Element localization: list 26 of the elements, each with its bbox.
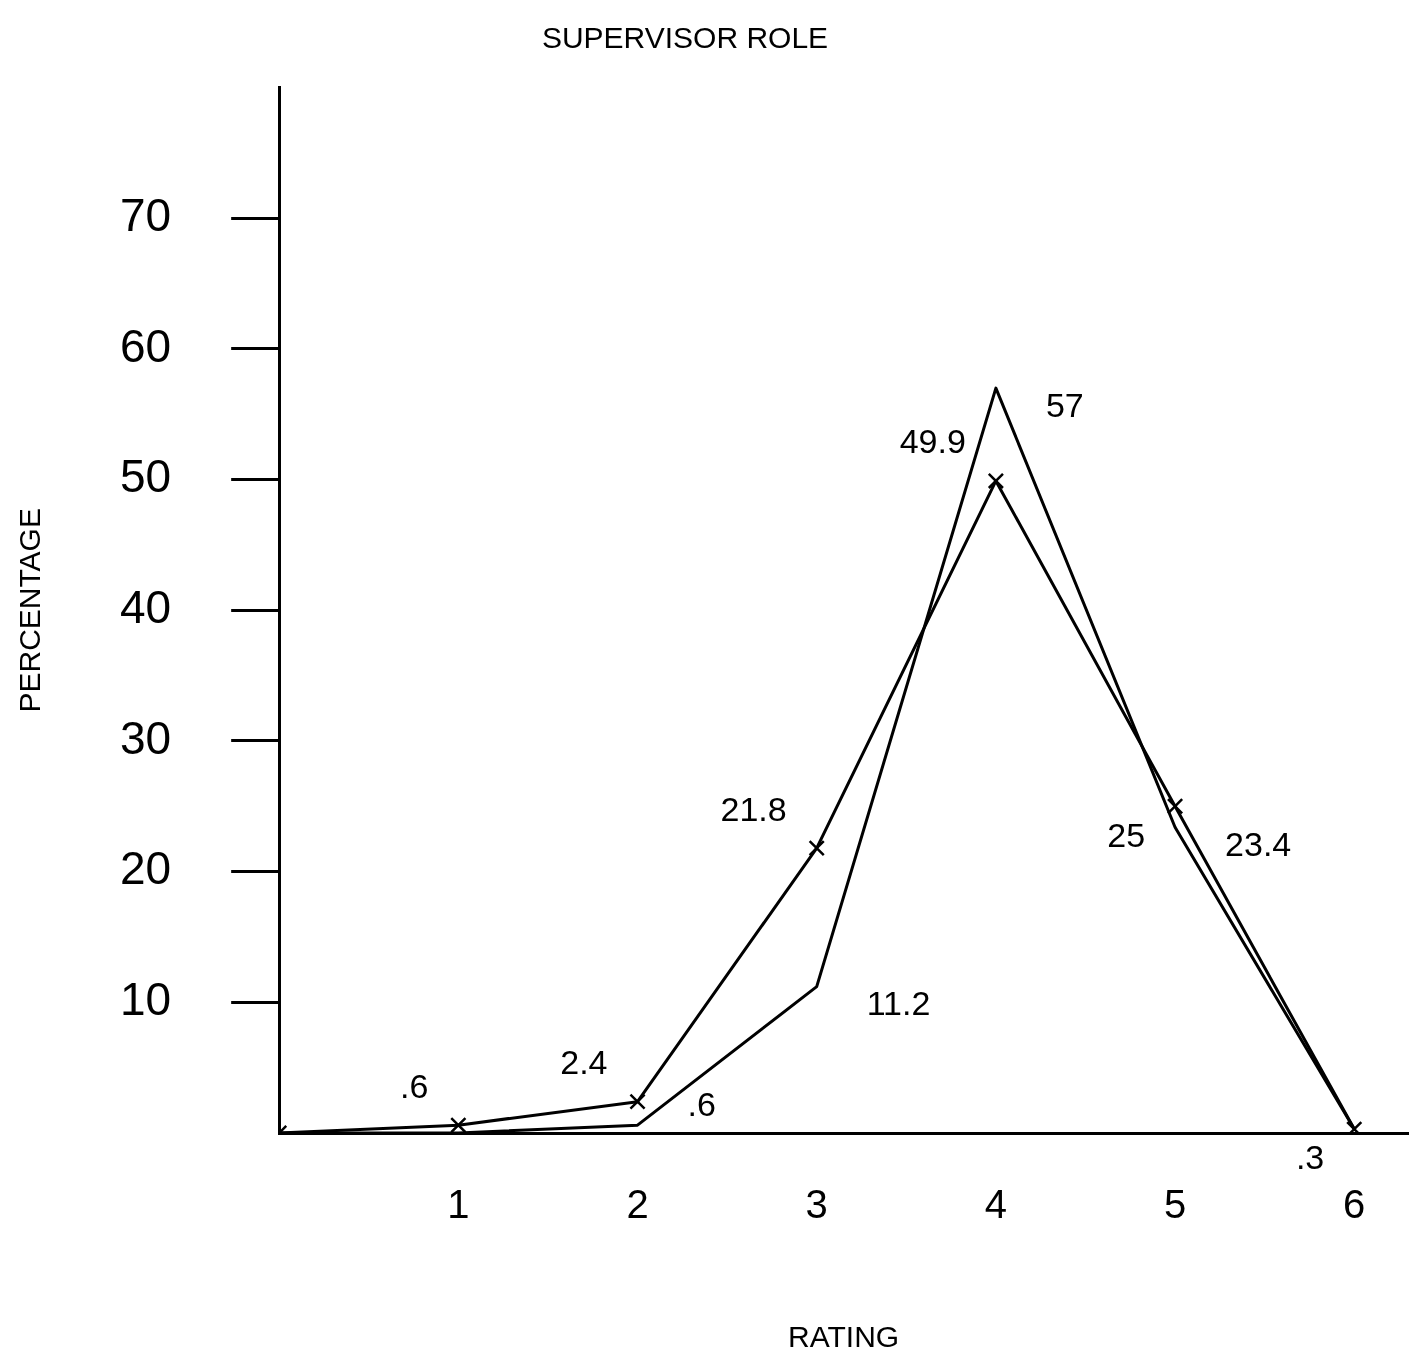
x-tick-label: 3 xyxy=(805,1182,828,1227)
data-label: 57 xyxy=(1045,385,1084,424)
y-axis-title: PERCENTAGE xyxy=(13,508,47,713)
data-label: .6 xyxy=(687,1085,716,1124)
data-label: .6 xyxy=(399,1066,429,1105)
x-axis-title: RATING xyxy=(788,1320,900,1354)
data-label: 23.4 xyxy=(1225,824,1292,863)
x-tick-label: 5 xyxy=(1163,1182,1187,1227)
y-tick-label: 50 xyxy=(119,450,172,503)
data-label: 49.9 xyxy=(899,422,966,461)
x-tick-label: 2 xyxy=(626,1182,649,1227)
x-tick-label: 4 xyxy=(984,1182,1008,1227)
y-tick-label: 60 xyxy=(119,319,172,372)
y-tick-label: 30 xyxy=(119,711,172,764)
data-label: 2.4 xyxy=(560,1043,608,1082)
y-tick-label: 40 xyxy=(119,580,172,633)
y-tick-label: 70 xyxy=(119,188,172,241)
data-label: 11.2 xyxy=(866,984,931,1023)
x-tick-label: 6 xyxy=(1343,1182,1366,1227)
y-tick-label: 20 xyxy=(119,842,172,895)
data-label: 25 xyxy=(1107,815,1146,854)
x-tick-label: 1 xyxy=(447,1182,470,1227)
data-label: .3 xyxy=(1295,1138,1325,1177)
data-label: 21.8 xyxy=(720,789,787,828)
chart-title: SUPERVISOR ROLE xyxy=(541,21,829,55)
y-tick-label: 10 xyxy=(119,973,172,1026)
